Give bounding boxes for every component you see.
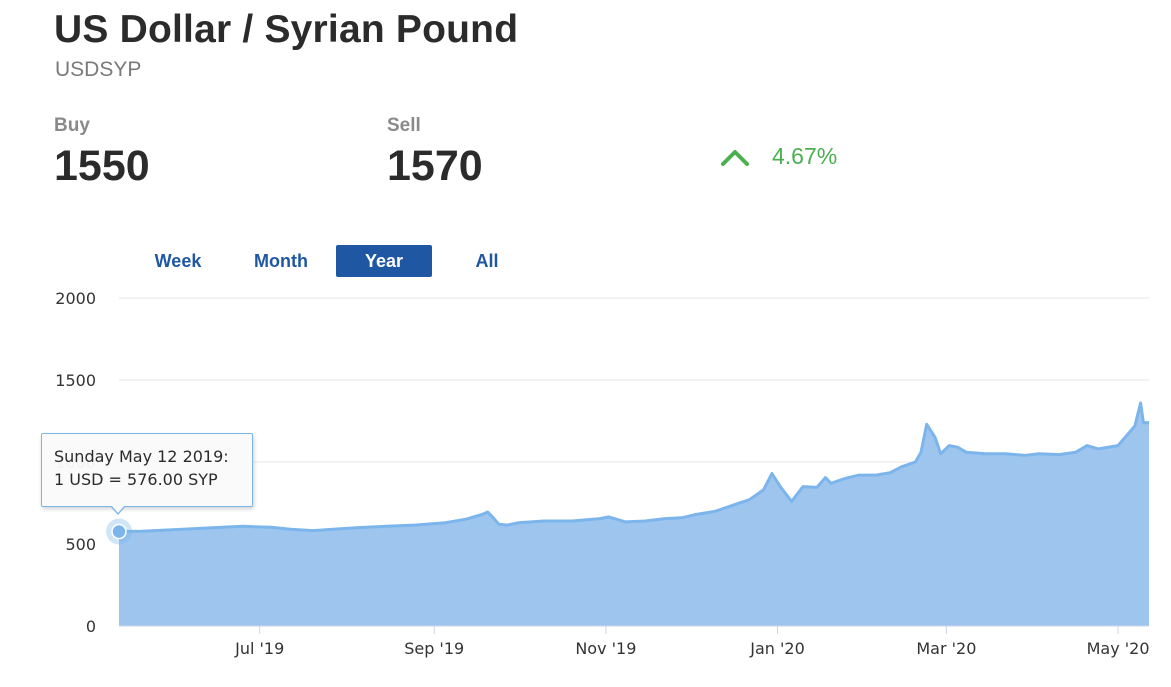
x-tick-label: Sep '19: [404, 639, 464, 658]
sell-value: 1570: [387, 142, 483, 190]
x-tick-label: Nov '19: [575, 639, 636, 658]
y-tick-label: 1500: [55, 371, 96, 390]
chart-tooltip: Sunday May 12 2019: 1 USD = 576.00 SYP: [41, 433, 253, 507]
range-tabs: Week Month Year All: [130, 245, 542, 277]
series-area: [119, 403, 1149, 626]
page-title: US Dollar / Syrian Pound: [54, 8, 519, 51]
x-tick-label: May '20: [1087, 639, 1150, 658]
currency-symbol: USDSYP: [55, 58, 142, 81]
chevron-up-icon: [721, 149, 749, 166]
tab-month[interactable]: Month: [254, 251, 308, 271]
change-percent: 4.67%: [772, 143, 838, 169]
tab-week[interactable]: Week: [154, 251, 202, 271]
y-tick-label: 500: [65, 535, 96, 554]
x-tick-label: Jan '20: [749, 639, 805, 658]
series-line: [118, 401, 1149, 533]
buy-label: Buy: [54, 115, 90, 136]
highlight-point: [111, 523, 127, 540]
tooltip-rate: 1 USD = 576.00 SYP: [54, 470, 218, 489]
y-tick-label: 2000: [55, 289, 96, 308]
sell-label: Sell: [387, 115, 421, 136]
x-tick-label: Mar '20: [916, 639, 976, 658]
y-tick-label: 0: [86, 617, 96, 636]
tooltip-tail-inner: [111, 505, 125, 513]
tab-year[interactable]: Year: [336, 245, 432, 277]
tab-all[interactable]: All: [475, 251, 499, 271]
buy-value: 1550: [54, 142, 150, 190]
x-tick-label: Jul '19: [234, 639, 284, 658]
change-indicator: 4.67%: [720, 143, 837, 170]
tooltip-date: Sunday May 12 2019:: [54, 447, 229, 466]
